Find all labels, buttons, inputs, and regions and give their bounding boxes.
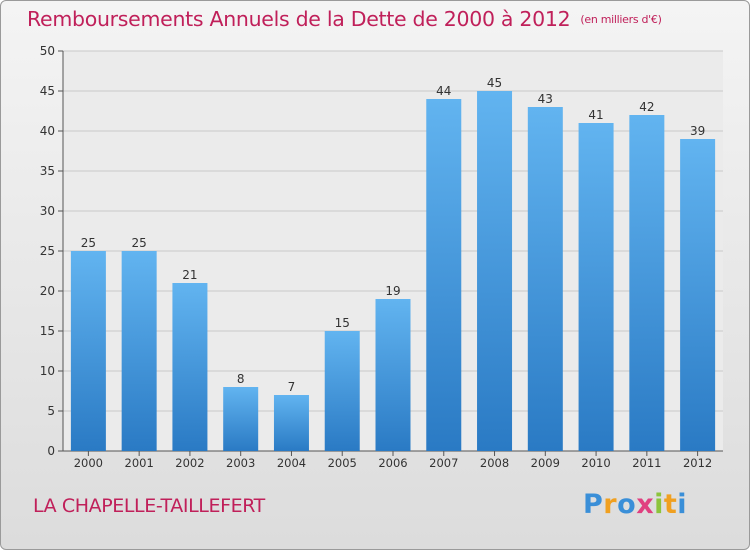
logo-letter: P [583, 489, 604, 520]
bar [273, 395, 309, 451]
y-tick-label: 45 [40, 84, 55, 98]
bar [121, 251, 157, 451]
proxiti-logo: Proxiti [583, 489, 687, 520]
y-tick-label: 10 [40, 364, 55, 378]
bar-value-label: 41 [588, 108, 603, 122]
y-tick-label: 30 [40, 204, 55, 218]
x-tick-label: 2011 [632, 456, 661, 470]
bar [223, 387, 259, 451]
y-tick-label: 25 [40, 244, 55, 258]
bar-value-label: 15 [335, 316, 350, 330]
bar-value-label: 25 [132, 236, 147, 250]
bar-value-label: 44 [436, 84, 451, 98]
x-tick-label: 2006 [378, 456, 407, 470]
bar-value-label: 42 [639, 100, 654, 114]
y-tick-label: 20 [40, 284, 55, 298]
x-tick-label: 2003 [226, 456, 255, 470]
x-tick-label: 2010 [581, 456, 610, 470]
bar [172, 283, 208, 451]
y-tick-label: 50 [40, 44, 55, 58]
logo-letter: i [677, 489, 688, 520]
x-tick-label: 2009 [531, 456, 560, 470]
bar-value-label: 7 [288, 380, 296, 394]
x-tick-label: 2005 [328, 456, 357, 470]
bar [578, 123, 614, 451]
bar [629, 115, 665, 451]
x-tick-label: 2002 [175, 456, 204, 470]
town-name: LA CHAPELLE-TAILLEFERT [33, 495, 265, 517]
bar-value-label: 25 [81, 236, 96, 250]
logo-letter: r [603, 489, 618, 520]
chart-unit: (en milliers d'€) [580, 13, 662, 26]
y-tick-label: 0 [47, 444, 55, 458]
bar [375, 299, 411, 451]
bar-value-label: 19 [385, 284, 400, 298]
bar [324, 331, 360, 451]
x-tick-label: 2001 [125, 456, 154, 470]
bar [70, 251, 106, 451]
x-tick-label: 2007 [429, 456, 458, 470]
x-tick-label: 2012 [683, 456, 712, 470]
bar-value-label: 39 [690, 124, 705, 138]
logo-letter: o [617, 489, 637, 520]
y-tick-label: 5 [47, 404, 55, 418]
chart-title: Remboursements Annuels de la Dette de 20… [27, 7, 662, 31]
bar-value-label: 8 [237, 372, 245, 386]
bar [426, 99, 462, 451]
x-tick-label: 2000 [74, 456, 103, 470]
bar [680, 139, 716, 451]
chart-title-text: Remboursements Annuels de la Dette de 20… [27, 7, 571, 31]
logo-letter: t [663, 489, 678, 520]
bar-value-label: 43 [538, 92, 553, 106]
x-tick-label: 2008 [480, 456, 509, 470]
bar [477, 91, 513, 451]
y-tick-label: 35 [40, 164, 55, 178]
logo-letter: x [636, 489, 655, 520]
bar [527, 107, 563, 451]
bar-value-label: 21 [182, 268, 197, 282]
y-tick-label: 15 [40, 324, 55, 338]
bar-value-label: 45 [487, 76, 502, 90]
y-tick-label: 40 [40, 124, 55, 138]
logo-letter: i [654, 489, 664, 520]
x-tick-label: 2004 [277, 456, 306, 470]
